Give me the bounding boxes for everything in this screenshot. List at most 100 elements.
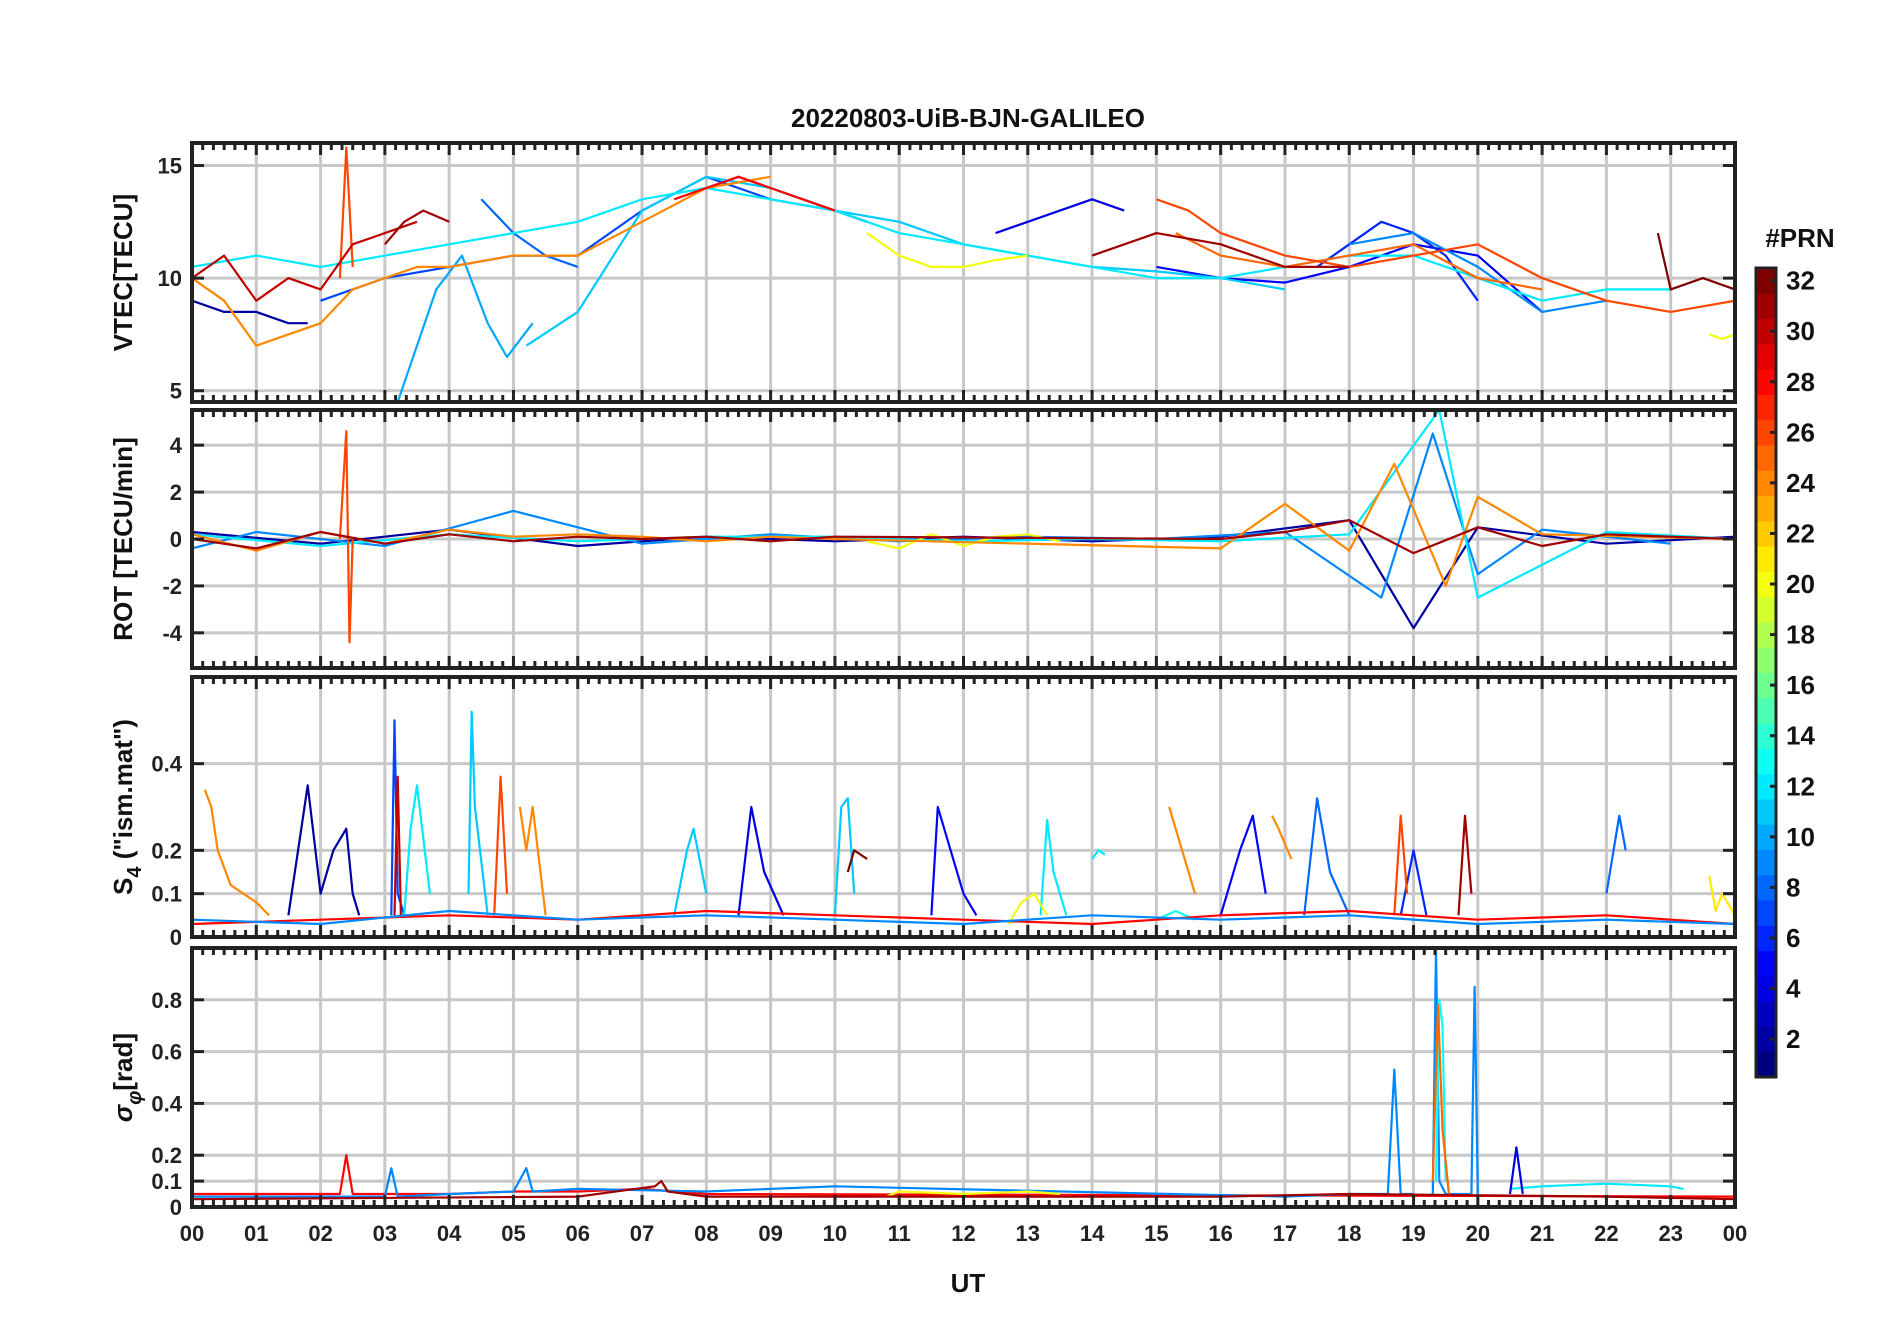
series-prn-12 xyxy=(192,186,1671,302)
series-group xyxy=(192,410,1735,644)
colorbar-segment xyxy=(1756,824,1776,850)
series-prn-26 xyxy=(493,775,509,916)
colorbar-segment xyxy=(1756,343,1776,370)
y-tick-label: 15 xyxy=(158,154,182,179)
y-tick-label: 0 xyxy=(170,1195,182,1220)
series-prn-31 xyxy=(384,209,450,246)
y-tick-label: 4 xyxy=(170,433,183,458)
colorbar-tick-label: 30 xyxy=(1786,316,1815,346)
y-tick-label: 5 xyxy=(170,379,182,404)
panel-frame xyxy=(190,141,1737,404)
y-axis-label-main: S xyxy=(108,878,138,895)
y-tick-label: 10 xyxy=(158,266,182,291)
colorbar-segment xyxy=(1756,268,1776,294)
y-tick-label: 0.8 xyxy=(151,988,182,1013)
y-tick-label: 0.4 xyxy=(151,752,182,777)
series-prn-12 xyxy=(1509,1182,1684,1190)
x-tick-label: 13 xyxy=(1016,1221,1040,1246)
colorbar-tick-label: 2 xyxy=(1786,1024,1800,1054)
series-prn-28 xyxy=(192,909,1735,926)
colorbar-segment xyxy=(1756,318,1776,345)
series-prn-11 xyxy=(467,710,489,916)
x-tick-label: 00 xyxy=(180,1221,204,1246)
series-prn-20 xyxy=(1007,892,1049,925)
x-tick-label: 00 xyxy=(1723,1221,1747,1246)
y-tick-label: 0.1 xyxy=(151,882,182,907)
panel-frame xyxy=(190,675,1737,939)
series-prn-2 xyxy=(192,299,308,325)
x-tick-label: 15 xyxy=(1144,1221,1168,1246)
colorbar-tick-label: 18 xyxy=(1786,620,1815,650)
colorbar-segment xyxy=(1756,773,1776,800)
series-prn-24 xyxy=(203,789,270,917)
x-tick-label: 04 xyxy=(437,1221,462,1246)
series-prn-31 xyxy=(1457,814,1473,916)
series-prn-9 xyxy=(1349,232,1607,313)
x-tick-label: 21 xyxy=(1530,1221,1554,1246)
colorbar-tick-label: 16 xyxy=(1786,670,1815,700)
x-tick-label: 11 xyxy=(888,1221,911,1246)
series-prn-13 xyxy=(1434,998,1447,1182)
colorbar-segment xyxy=(1756,394,1776,421)
series-prn-6 xyxy=(1316,220,1479,302)
y-axis-label: σφ[rad] xyxy=(108,1033,146,1122)
x-tick-label: 09 xyxy=(758,1221,782,1246)
series-prn-8 xyxy=(1605,814,1627,894)
series-group xyxy=(192,146,1735,402)
chart-title: 20220803-UiB-BJN-GALILEO xyxy=(791,103,1145,133)
series-prn-9 xyxy=(192,1068,1414,1198)
series-prn-20 xyxy=(1708,333,1735,340)
series-prn-20 xyxy=(866,533,1061,550)
series-prn-4 xyxy=(995,198,1125,235)
x-tick-label: 23 xyxy=(1658,1221,1682,1246)
colorbar-segment xyxy=(1756,1001,1776,1027)
series-group xyxy=(192,710,1735,926)
x-tick-label: 16 xyxy=(1208,1221,1232,1246)
colorbar-segment xyxy=(1756,723,1776,749)
colorbar-tick-label: 8 xyxy=(1786,872,1800,902)
series-prn-11 xyxy=(833,797,856,916)
series-prn-25 xyxy=(1175,232,1543,291)
panel-frame xyxy=(190,408,1737,670)
panel-4: 00.10.20.40.60.8σφ[rad] xyxy=(108,946,1737,1220)
colorbar-segment xyxy=(1756,1051,1776,1078)
x-tick-label: 20 xyxy=(1466,1221,1490,1246)
y-tick-label: 2 xyxy=(170,480,182,505)
y-axis-label: ROT [TECU/min] xyxy=(108,437,138,641)
panel-3: 00.10.20.4S4 ("ism.mat") xyxy=(108,675,1737,950)
x-tick-label: 02 xyxy=(308,1221,332,1246)
colorbar-segment xyxy=(1756,621,1776,648)
x-tick-label: 17 xyxy=(1273,1221,1297,1246)
panel-1: 5 10 15 VTEC[TECU] xyxy=(108,141,1737,404)
colorbar-tick-label: 24 xyxy=(1786,468,1815,498)
y-tick-label: -2 xyxy=(162,574,182,599)
series-prn-5 xyxy=(930,805,978,916)
y-tick-label: -4 xyxy=(162,621,182,646)
colorbar-segment xyxy=(1756,571,1776,598)
series-prn-6 xyxy=(1399,849,1428,916)
series-prn-12 xyxy=(403,784,431,916)
colorbar-segment xyxy=(1756,470,1776,497)
series-prn-5 xyxy=(1219,814,1267,916)
colorbar-segment xyxy=(1756,925,1776,952)
colorbar-tick-label: 14 xyxy=(1786,721,1815,751)
x-tick-label: 10 xyxy=(823,1221,847,1246)
series-prn-24 xyxy=(192,175,771,347)
y-tick-label: 0.2 xyxy=(151,1143,182,1168)
colorbar-segment xyxy=(1756,293,1776,320)
y-axis-label-rest: ("ism.mat") xyxy=(108,719,138,866)
colorbar-tick-label: 20 xyxy=(1786,569,1815,599)
series-prn-32 xyxy=(1656,232,1735,291)
series-prn-2 xyxy=(287,784,361,916)
colorbar-segment xyxy=(1756,697,1776,724)
y-axis-label-main: σ xyxy=(108,1103,138,1122)
y-tick-label: 0 xyxy=(170,925,182,950)
colorbar-segment xyxy=(1756,444,1776,471)
panel-2: -4 -2 0 2 4 ROT [TECU/min] xyxy=(108,408,1737,670)
series-prn-24 xyxy=(1271,815,1293,860)
colorbar-tick-label: 32 xyxy=(1786,266,1815,296)
x-tick-label: 14 xyxy=(1080,1221,1105,1246)
